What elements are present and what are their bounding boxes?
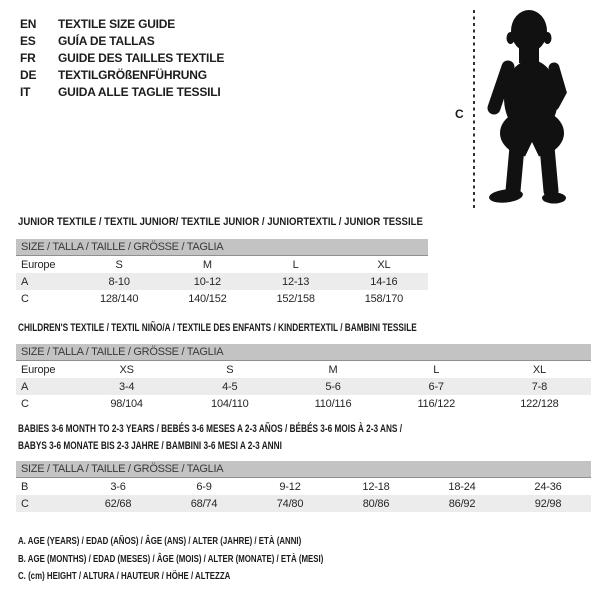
size-cell: S (226, 363, 234, 376)
table-row-height: C 128/140 140/152 152/158 158/170 (16, 290, 428, 307)
size-cell: 12-13 (282, 275, 310, 288)
size-cell: 62/68 (104, 497, 132, 510)
babies-table-title-line2: BABYS 3-6 MONATE BIS 2-3 JAHRE / BAMBINI… (18, 440, 282, 452)
height-measure-dotted-line (473, 10, 475, 208)
table-row-age: A 8-10 10-12 12-13 14-16 (16, 273, 428, 290)
language-code: ES (20, 34, 36, 49)
size-cell: L (292, 258, 299, 271)
row-label: B (21, 480, 29, 493)
language-label: GUIDE DES TAILLES TEXTILE (58, 50, 225, 65)
language-label: TEXTILE SIZE GUIDE (58, 17, 176, 32)
language-row: IT GUIDA ALLE TAGLIE TESSILI (20, 83, 224, 100)
measure-label-c: C (455, 107, 464, 121)
row-label: A (21, 380, 29, 393)
language-row: ES GUÍA DE TALLAS (20, 33, 224, 50)
size-cell: 24-36 (534, 480, 562, 493)
row-label: C (21, 397, 29, 410)
children-table-title: CHILDREN'S TEXTILE / TEXTIL NIÑO/A / TEX… (18, 320, 550, 337)
size-cell: 74/80 (276, 497, 304, 510)
size-header-bar: SIZE / TALLA / TAILLE / GRÖSSE / TAGLIA (16, 461, 591, 478)
legend-line-b: B. AGE (MONTHS) / EDAD (MESES) / ÂGE (MO… (18, 551, 425, 569)
size-cell: 6-7 (428, 380, 445, 393)
junior-table-title: JUNIOR TEXTILE / TEXTIL JUNIOR/ TEXTILE … (18, 214, 483, 231)
table-row-europe: Europe XS S M L XL (16, 361, 591, 378)
size-cell: 140/152 (188, 292, 227, 305)
size-cell: 3-6 (110, 480, 126, 493)
junior-size-table: SIZE / TALLA / TAILLE / GRÖSSE / TAGLIA … (16, 239, 428, 307)
table-row-height: C 98/104 104/110 110/116 116/122 122/128 (16, 395, 591, 412)
size-cell: 6-9 (196, 480, 212, 493)
size-cell: 9-12 (279, 480, 301, 493)
size-cell: 128/140 (99, 292, 139, 305)
size-header-text: SIZE / TALLA / TAILLE / GRÖSSE / TAGLIA (21, 241, 224, 253)
language-code: FR (20, 50, 36, 65)
babies-table-title-line1: BABIES 3-6 MONTH TO 2-3 YEARS / BEBÉS 3-… (18, 423, 403, 435)
size-cell: 14-16 (370, 275, 398, 288)
children-size-table: SIZE / TALLA / TAILLE / GRÖSSE / TAGLIA … (16, 344, 591, 412)
language-label: GUIDA ALLE TAGLIE TESSILI (58, 84, 221, 99)
size-cell: 10-12 (193, 275, 221, 288)
size-cell: 4-5 (222, 380, 238, 393)
legend-line-a: A. AGE (YEARS) / EDAD (AÑOS) / ÂGE (ANS)… (18, 533, 425, 551)
row-label: C (21, 292, 29, 305)
babies-table-title: BABIES 3-6 MONTH TO 2-3 YEARS / BEBÉS 3-… (18, 421, 530, 455)
size-cell: 18-24 (448, 480, 476, 493)
language-code: EN (20, 17, 37, 32)
size-cell: 152/158 (276, 292, 315, 305)
size-header-bar: SIZE / TALLA / TAILLE / GRÖSSE / TAGLIA (16, 344, 591, 361)
measurement-legend: A. AGE (YEARS) / EDAD (AÑOS) / ÂGE (ANS)… (18, 533, 425, 586)
size-cell: M (202, 258, 212, 271)
size-cell: 86/92 (448, 497, 476, 510)
size-header-text: SIZE / TALLA / TAILLE / GRÖSSE / TAGLIA (21, 346, 224, 358)
language-guide-list: EN TEXTILE SIZE GUIDE ES GUÍA DE TALLAS … (20, 16, 224, 100)
size-cell: 122/128 (520, 397, 559, 410)
size-header-bar: SIZE / TALLA / TAILLE / GRÖSSE / TAGLIA (16, 239, 428, 256)
size-cell: 12-18 (362, 480, 390, 493)
language-label: GUÍA DE TALLAS (58, 34, 155, 49)
table-row-height: C 62/68 68/74 74/80 80/86 86/92 92/98 (16, 495, 591, 512)
size-cell: 7-8 (531, 380, 548, 393)
size-cell: 98/104 (110, 397, 143, 410)
legend-line-a-text: A. AGE (YEARS) / EDAD (AÑOS) / ÂGE (ANS)… (18, 535, 302, 547)
size-header-text: SIZE / TALLA / TAILLE / GRÖSSE / TAGLIA (21, 463, 224, 475)
legend-line-c: C. (cm) HEIGHT / ALTURA / HAUTEUR / HÖHE… (18, 568, 425, 586)
size-cell: 68/74 (190, 497, 218, 510)
legend-line-b-text: B. AGE (MONTHS) / EDAD (MESES) / ÂGE (MO… (18, 552, 324, 565)
size-cell: 3-4 (118, 380, 135, 393)
row-label: A (21, 275, 29, 288)
language-row: EN TEXTILE SIZE GUIDE (20, 16, 224, 33)
language-code: DE (20, 67, 37, 82)
table-row-age-months: B 3-6 6-9 9-12 12-18 18-24 24-36 (16, 478, 591, 495)
size-cell: 80/86 (362, 497, 390, 510)
legend-line-c-text: C. (cm) HEIGHT / ALTURA / HAUTEUR / HÖHE… (18, 570, 231, 583)
junior-table-title-text: JUNIOR TEXTILE / TEXTIL JUNIOR/ TEXTILE … (18, 216, 423, 228)
language-code: IT (20, 84, 31, 99)
size-cell: 110/116 (314, 397, 352, 410)
size-cell: 5-6 (325, 380, 341, 393)
size-cell: XS (119, 363, 134, 376)
language-row: DE TEXTILGRÖßENFÜHRUNG (20, 66, 224, 83)
size-cell: 158/170 (364, 292, 404, 305)
size-cell: 116/122 (417, 397, 455, 410)
size-cell: M (328, 363, 338, 376)
children-table-title-text: CHILDREN'S TEXTILE / TEXTIL NIÑO/A / TEX… (18, 322, 417, 334)
size-cell: 8-10 (108, 275, 130, 288)
language-label: TEXTILGRÖßENFÜHRUNG (58, 67, 207, 82)
size-cell: 104/110 (211, 397, 249, 410)
size-cell: S (115, 258, 123, 271)
row-label: Europe (21, 258, 56, 271)
table-row-europe: Europe S M L XL (16, 256, 428, 273)
babies-size-table: SIZE / TALLA / TAILLE / GRÖSSE / TAGLIA … (16, 461, 591, 512)
language-row: FR GUIDE DES TAILLES TEXTILE (20, 50, 224, 67)
row-label: Europe (21, 363, 56, 376)
baby-silhouette (487, 10, 567, 204)
size-cell: L (433, 363, 440, 376)
size-cell: 92/98 (534, 497, 562, 510)
table-row-age: A 3-4 4-5 5-6 6-7 7-8 (16, 378, 591, 395)
row-label: C (21, 497, 29, 510)
size-cell: XL (377, 258, 391, 271)
size-cell: XL (532, 363, 546, 376)
